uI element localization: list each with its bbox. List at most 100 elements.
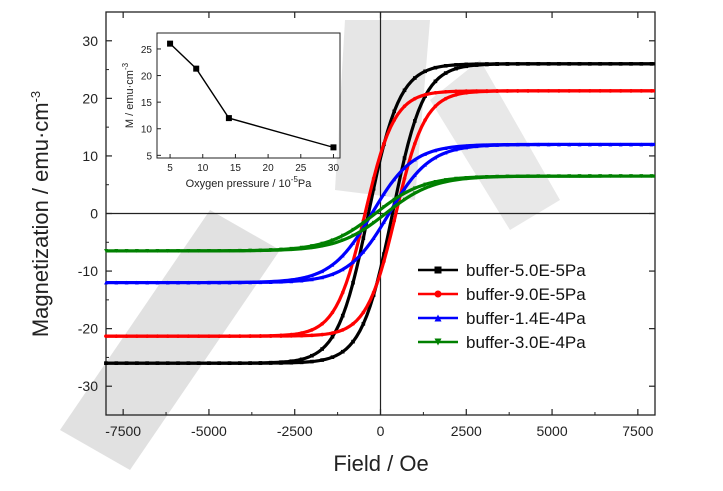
data-point — [330, 355, 335, 359]
data-point — [474, 143, 479, 148]
data-point — [114, 280, 119, 285]
data-point — [114, 361, 119, 365]
data-point — [423, 186, 427, 191]
data-point — [124, 361, 129, 365]
data-point — [505, 62, 510, 66]
data-point — [371, 220, 376, 225]
data-point — [474, 89, 479, 93]
data-point — [433, 79, 438, 84]
data-point — [371, 208, 376, 213]
inset-x-axis-title: Oxygen pressure / 10-5Pa — [186, 175, 313, 190]
data-point — [382, 192, 386, 196]
data-point — [598, 142, 602, 147]
legend-label: buffer-5.0E-5Pa — [466, 261, 586, 280]
data-point — [557, 89, 561, 93]
data-point — [639, 142, 644, 147]
y-tick-label: 10 — [82, 148, 98, 164]
data-point — [145, 334, 149, 338]
data-point — [608, 89, 613, 93]
data-point — [248, 361, 252, 365]
data-point — [546, 62, 551, 66]
inset-x-tick-label: 15 — [230, 163, 242, 174]
data-point — [639, 174, 644, 178]
data-point — [165, 280, 170, 285]
data-point — [649, 89, 654, 93]
data-point — [567, 174, 572, 178]
data-point — [279, 360, 283, 364]
data-point — [135, 334, 139, 338]
data-point — [485, 89, 489, 93]
data-point — [310, 244, 314, 248]
data-point — [176, 361, 180, 365]
data-point — [433, 179, 438, 184]
data-point — [485, 62, 489, 66]
data-point — [443, 71, 448, 75]
data-point — [618, 174, 623, 178]
data-point — [433, 91, 438, 95]
data-point — [145, 249, 149, 253]
x-tick-label: -2500 — [277, 423, 313, 439]
inset-x-tick-label: 10 — [197, 163, 209, 174]
data-point — [320, 347, 324, 351]
data-point — [299, 357, 304, 362]
data-point — [155, 361, 160, 365]
inset-frame — [156, 32, 341, 159]
data-point — [361, 220, 366, 225]
data-point — [330, 331, 335, 335]
data-point — [186, 280, 191, 285]
x-tick-label: -7500 — [105, 423, 141, 439]
data-point — [361, 310, 366, 315]
data-point — [340, 238, 345, 242]
data-point — [382, 259, 386, 264]
data-point — [382, 205, 386, 209]
data-point — [340, 253, 345, 258]
data-point — [464, 144, 469, 148]
data-point — [135, 280, 139, 285]
y-tick-label: 30 — [82, 33, 98, 49]
data-point — [217, 361, 222, 365]
data-point — [351, 339, 355, 344]
data-point — [515, 174, 520, 179]
data-point — [330, 263, 335, 267]
data-point — [340, 328, 345, 332]
data-point — [413, 191, 417, 196]
data-point — [649, 62, 654, 66]
data-point — [186, 249, 191, 253]
legend-item: buffer-9.0E-5Pa — [418, 285, 586, 304]
inset-x-tick-label: 5 — [167, 163, 173, 174]
data-point — [454, 66, 458, 71]
data-point — [176, 280, 180, 285]
data-point — [351, 260, 355, 264]
data-point — [423, 118, 427, 122]
data-point — [423, 182, 427, 187]
data-point — [402, 156, 407, 160]
inset-data-point — [330, 144, 337, 151]
data-point — [361, 236, 366, 241]
data-point — [310, 273, 314, 278]
data-point — [505, 89, 510, 93]
data-point — [474, 175, 479, 179]
legend-swatch-marker — [434, 338, 442, 346]
data-point — [392, 177, 397, 182]
data-point — [629, 142, 633, 147]
data-point — [351, 280, 355, 285]
data-point — [351, 233, 355, 238]
data-point — [413, 96, 417, 101]
data-point — [361, 322, 366, 326]
data-point — [454, 144, 458, 149]
data-point — [340, 313, 345, 318]
data-point — [454, 147, 458, 152]
data-point — [176, 334, 180, 338]
data-point — [196, 249, 201, 253]
data-point — [546, 174, 551, 178]
data-point — [464, 62, 469, 67]
inset-x-tick-label: 30 — [328, 163, 340, 174]
data-point — [402, 191, 407, 196]
data-point — [248, 280, 252, 285]
data-point — [567, 89, 572, 93]
data-point — [299, 245, 304, 250]
data-point — [505, 142, 510, 147]
inset-x-tick-label: 20 — [263, 163, 275, 174]
data-point — [577, 89, 582, 93]
data-point — [165, 249, 170, 253]
